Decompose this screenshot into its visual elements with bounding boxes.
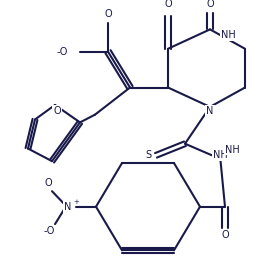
Text: O: O [164,0,172,9]
Text: O: O [44,178,52,189]
Text: -O: -O [43,226,55,236]
Text: N: N [206,106,214,116]
Text: NH: NH [213,150,227,160]
Text: N: N [64,202,72,212]
Text: +: + [73,199,79,205]
Text: NH: NH [225,145,239,155]
Text: O: O [104,9,112,19]
Text: O: O [206,0,214,9]
Text: NH: NH [221,30,235,40]
Text: S: S [145,150,151,160]
Text: O: O [221,230,229,240]
Text: O: O [53,106,61,116]
Text: -O: -O [56,47,68,57]
